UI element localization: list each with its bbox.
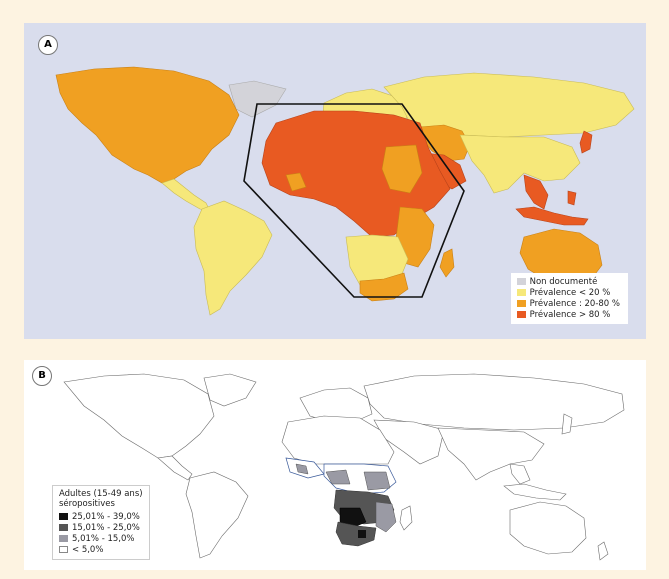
lesotho-swaziland: [358, 530, 366, 538]
legend-label: Prévalence > 80 %: [529, 309, 611, 320]
new-zealand: [597, 541, 609, 561]
legend-swatch: [516, 278, 526, 285]
legend-item-low: Prévalence < 20 %: [516, 287, 620, 298]
africa-highlight-polygon: [243, 103, 465, 298]
south-africa: [359, 272, 409, 302]
prevalence-world-map: [55, 66, 635, 316]
legend-title-line2: séropositives: [59, 499, 115, 509]
legend-hiv: Adultes (15-49 ans) séropositives 25,01%…: [52, 485, 150, 560]
legend-item-mid: 5,01% - 15,0%: [59, 533, 143, 544]
legend-item-undocumented: Non documenté: [516, 276, 620, 287]
legend-label: 25,01% - 39,0%: [72, 511, 140, 522]
japan: [579, 130, 593, 154]
south-america: [185, 471, 249, 559]
greenland: [203, 373, 257, 407]
africa-north: [281, 415, 395, 465]
africa-mozambique: [375, 501, 397, 533]
south-america: [193, 200, 273, 316]
panel-label-a: A: [38, 35, 58, 55]
indonesia: [503, 483, 567, 501]
panel-label-b: B: [32, 366, 52, 386]
africa-east-grey: [363, 471, 391, 491]
legend-swatch: [516, 311, 526, 318]
southeast-asia: [509, 463, 531, 485]
legend-swatch: [59, 546, 68, 553]
legend-swatch: [59, 535, 68, 542]
legend-title: Adultes (15-49 ans) séropositives: [59, 489, 143, 509]
legend-label: Non documenté: [529, 276, 598, 287]
legend-prevalence: Non documenté Prévalence < 20 % Prévalen…: [510, 273, 628, 324]
north-america: [55, 66, 240, 184]
madagascar: [399, 505, 413, 531]
africa-botswana-zimbabwe: [339, 507, 367, 529]
africa-west-coast: [295, 463, 309, 475]
japan: [561, 413, 573, 435]
south-asia: [459, 134, 581, 194]
south-africa: [335, 521, 377, 547]
southeast-asia: [523, 174, 549, 210]
middle-east: [373, 419, 445, 465]
legend-swatch: [516, 300, 526, 307]
africa-west-orange: [285, 172, 307, 192]
legend-item-low: < 5,0%: [59, 544, 143, 555]
hiv-world-map: [63, 373, 625, 561]
legend-label: < 5,0%: [72, 544, 104, 555]
legend-swatch: [59, 513, 68, 520]
south-asia: [437, 427, 545, 481]
legend-item-high: Prévalence > 80 %: [516, 309, 620, 320]
africa-central-grey: [325, 469, 351, 485]
central-america: [157, 455, 193, 481]
legend-label: Prévalence < 20 %: [529, 287, 611, 298]
africa-east-orange: [381, 144, 423, 194]
madagascar: [439, 248, 455, 278]
legend-title-line1: Adultes (15-49 ans): [59, 489, 143, 499]
north-america: [63, 373, 215, 459]
map-panel-b: B Adultes (15-49 ans) séropositives 25,0…: [24, 360, 646, 570]
legend-label: Prévalence : 20-80 %: [529, 298, 620, 309]
legend-item-mid: Prévalence : 20-80 %: [516, 298, 620, 309]
central-america: [161, 178, 211, 212]
indonesia: [515, 206, 589, 226]
map-panel-a: A Non documenté Prévalence < 20 % Préval…: [24, 23, 646, 339]
australia: [509, 501, 587, 555]
legend-item-high: 15,01% - 25,0%: [59, 522, 143, 533]
north-asia: [363, 373, 625, 431]
legend-item-highest: 25,01% - 39,0%: [59, 511, 143, 522]
legend-label: 15,01% - 25,0%: [72, 522, 140, 533]
legend-label: 5,01% - 15,0%: [72, 533, 135, 544]
philippines: [567, 190, 577, 206]
legend-swatch: [59, 524, 68, 531]
legend-swatch: [516, 289, 526, 296]
